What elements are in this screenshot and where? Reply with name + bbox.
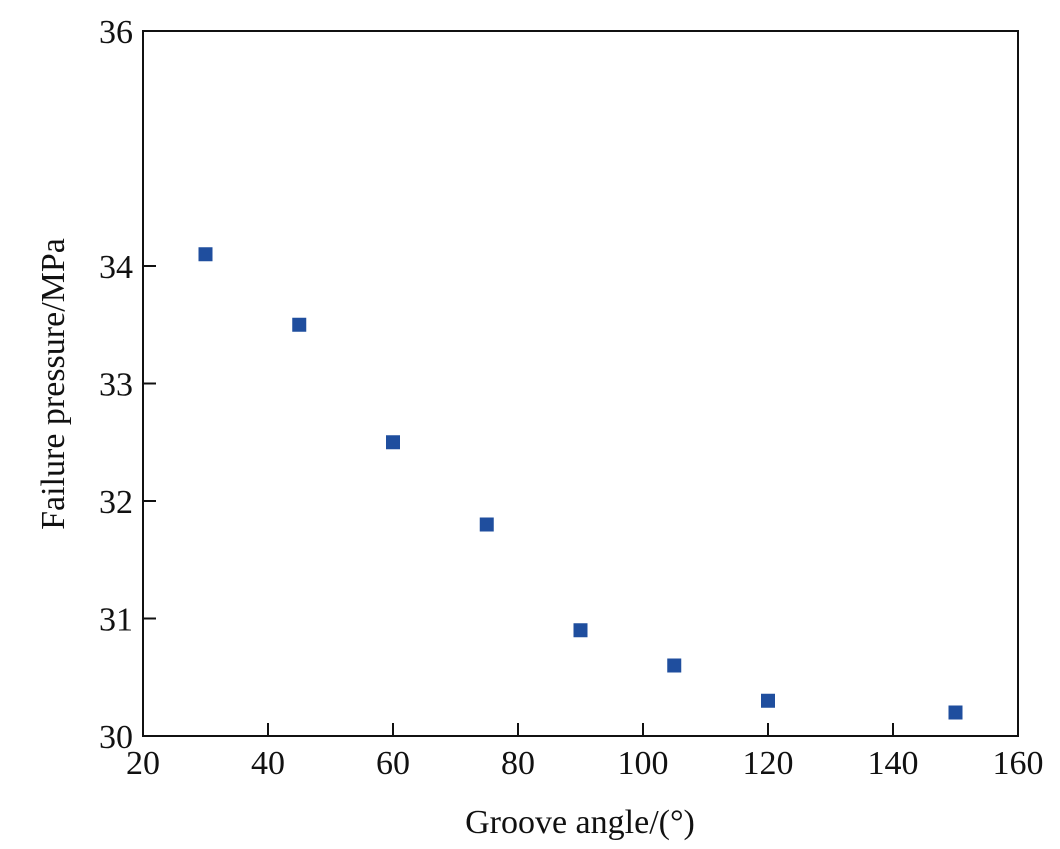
data-point xyxy=(948,705,963,720)
x-tick-label: 60 xyxy=(376,745,410,782)
data-point xyxy=(386,435,400,450)
data-point xyxy=(292,317,307,332)
y-tick-label: 32 xyxy=(99,484,133,521)
y-tick-label: 31 xyxy=(99,602,133,639)
x-tick-label: 80 xyxy=(501,745,535,782)
y-tick-label: 33 xyxy=(99,367,133,404)
y-tick-label: 30 xyxy=(99,719,133,756)
data-points xyxy=(198,247,963,720)
x-tick-label: 20 xyxy=(126,745,160,782)
data-point xyxy=(573,623,588,638)
y-tick-labels: 30 31 32 33 34 36 xyxy=(99,14,133,756)
x-tick-label: 100 xyxy=(618,745,669,782)
data-point xyxy=(198,247,213,262)
y-axis-title: Failure pressure/MPa xyxy=(35,238,72,530)
y-tick-label: 34 xyxy=(99,249,133,286)
x-tick-label: 140 xyxy=(868,745,919,782)
data-point xyxy=(479,517,494,532)
x-tick-label: 120 xyxy=(743,745,794,782)
x-tick-labels: 20 40 60 80 100 120 140 160 xyxy=(126,745,1044,782)
x-axis-title: Groove angle/(°) xyxy=(465,804,695,841)
x-tick-label: 160 xyxy=(993,745,1044,782)
tick-marks xyxy=(143,265,894,736)
x-tick-label: 40 xyxy=(251,745,285,782)
data-point xyxy=(761,693,775,708)
data-point xyxy=(667,658,682,673)
y-tick-label: 36 xyxy=(99,14,133,51)
